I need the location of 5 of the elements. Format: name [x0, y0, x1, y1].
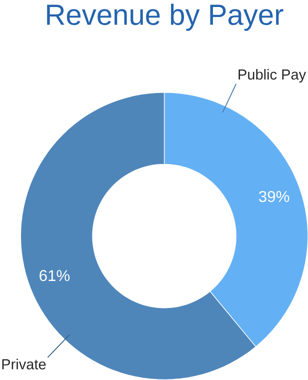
slice-label: Private	[2, 358, 46, 370]
chart-title: Revenue by Payer	[47, 4, 284, 31]
slice-label: Public Pay	[238, 68, 306, 83]
data-label: 61%	[40, 270, 70, 282]
data-label: 39%	[258, 190, 290, 202]
